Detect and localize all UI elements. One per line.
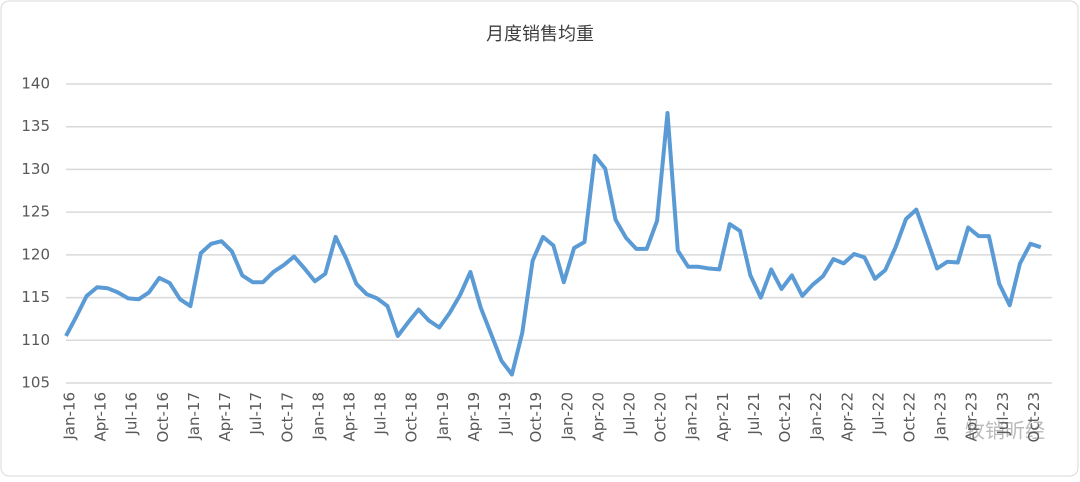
y-tick-label: 135: [21, 117, 50, 135]
x-tick-label: Apr-17: [216, 392, 234, 442]
x-tick-label: Jan-18: [309, 392, 327, 441]
x-tick-label: Apr-23: [963, 392, 981, 442]
x-tick-label: Oct-21: [776, 392, 794, 442]
x-tick-label: Apr-20: [589, 392, 607, 442]
x-tick-label: Oct-16: [154, 392, 172, 442]
y-tick-label: 120: [21, 245, 50, 263]
x-tick-label: Jul-20: [620, 392, 638, 436]
data-line: [64, 111, 1042, 377]
x-tick-label: Jul-19: [496, 392, 514, 436]
x-tick-label: Jan-19: [434, 392, 452, 441]
x-tick-label: Jan-21: [683, 392, 701, 441]
x-tick-label: Jul-23: [994, 392, 1012, 436]
x-tick-label: Oct-23: [1025, 392, 1043, 442]
watermark: 牧销昕经: [965, 419, 1045, 443]
x-tick-label: Oct-19: [527, 392, 545, 442]
y-tick-label: 140: [21, 75, 50, 93]
x-tick-label: Jul-16: [123, 392, 141, 436]
y-tick-label: 110: [21, 331, 50, 349]
x-tick-label: Oct-20: [652, 392, 670, 442]
x-tick-label: Jan-17: [185, 392, 203, 441]
x-tick-label: Jul-22: [869, 392, 887, 436]
y-tick-label: 130: [21, 160, 50, 178]
x-tick-label: Jan-20: [558, 392, 576, 441]
x-tick-label: Jan-22: [807, 392, 825, 441]
x-tick-label: Jan-23: [932, 392, 950, 441]
x-tick-label: Apr-21: [714, 392, 732, 442]
chart-title: 月度销售均重: [486, 24, 594, 45]
y-tick-label: 105: [21, 374, 50, 392]
x-tick-label: Apr-16: [92, 392, 110, 442]
y-tick-label: 115: [21, 288, 50, 306]
x-tick-label: Apr-18: [340, 392, 358, 442]
x-tick-label: Jul-18: [372, 392, 390, 436]
x-tick-label: Oct-17: [278, 392, 296, 442]
x-tick-label: Oct-18: [403, 392, 421, 442]
x-tick-label: Jul-21: [745, 392, 763, 436]
x-tick-label: Apr-22: [838, 392, 856, 442]
y-tick-label: 125: [21, 203, 50, 221]
x-tick-label: Apr-19: [465, 392, 483, 442]
x-tick-label: Jul-17: [247, 392, 265, 436]
x-tick-label: Oct-22: [900, 392, 918, 442]
x-tick-label: Jan-16: [61, 392, 79, 441]
